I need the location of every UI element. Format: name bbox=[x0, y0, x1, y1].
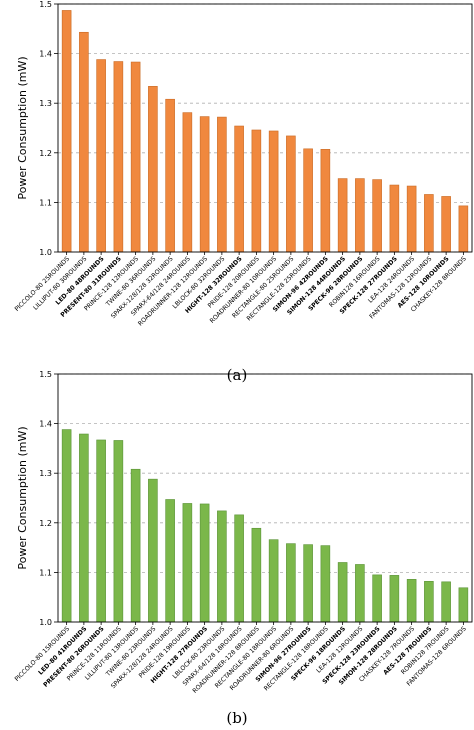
bar bbox=[337, 562, 348, 623]
y-tick-label: 1.3 bbox=[39, 469, 52, 478]
y-tick-label: 1.4 bbox=[39, 420, 52, 429]
bar bbox=[268, 130, 279, 253]
bar bbox=[113, 61, 124, 253]
bar bbox=[286, 543, 296, 623]
bar bbox=[217, 116, 227, 253]
bar bbox=[251, 129, 262, 253]
y-axis-label: Power Consumption (mW) bbox=[16, 426, 29, 569]
plot-frame bbox=[57, 373, 473, 623]
bar bbox=[96, 59, 106, 253]
y-tick-label: 1.1 bbox=[39, 568, 52, 577]
bar bbox=[61, 10, 72, 253]
bar bbox=[424, 194, 434, 253]
bar bbox=[372, 179, 382, 253]
bar bbox=[79, 31, 89, 253]
bar bbox=[286, 135, 296, 253]
bar bbox=[199, 503, 210, 623]
bar bbox=[165, 98, 175, 253]
bar bbox=[130, 468, 141, 623]
bar bbox=[372, 574, 382, 623]
bar bbox=[113, 440, 124, 623]
bar bbox=[96, 439, 106, 623]
y-tick-label: 1.3 bbox=[39, 99, 52, 108]
bar bbox=[217, 510, 227, 623]
y-tick-label: 1.2 bbox=[39, 149, 52, 158]
bar bbox=[79, 433, 89, 623]
bar bbox=[337, 178, 348, 253]
bar bbox=[458, 587, 469, 623]
bar bbox=[389, 575, 400, 623]
bar bbox=[251, 527, 262, 623]
bar bbox=[441, 581, 451, 623]
y-tick-label: 1.0 bbox=[39, 618, 52, 627]
y-tick-label: 1.1 bbox=[39, 198, 52, 207]
bar bbox=[165, 499, 175, 623]
plot-frame bbox=[57, 3, 473, 253]
bar bbox=[182, 503, 193, 623]
bar bbox=[355, 564, 365, 623]
bar bbox=[130, 61, 141, 253]
bar bbox=[458, 205, 469, 253]
bar bbox=[148, 478, 158, 623]
bar bbox=[406, 579, 417, 623]
bar bbox=[441, 196, 451, 253]
bar bbox=[406, 185, 417, 253]
bar bbox=[234, 125, 244, 253]
caption-b: (b) bbox=[226, 709, 248, 727]
bar bbox=[234, 514, 244, 623]
bar bbox=[389, 184, 400, 253]
bar bbox=[424, 581, 434, 623]
bar bbox=[303, 148, 313, 253]
bar bbox=[61, 429, 72, 623]
y-tick-label: 1.0 bbox=[39, 248, 52, 257]
y-tick-label: 1.2 bbox=[39, 519, 52, 528]
y-tick-label: 1.4 bbox=[39, 50, 52, 59]
bar bbox=[320, 545, 331, 623]
y-tick-label: 1.5 bbox=[39, 370, 52, 379]
y-tick-label: 1.5 bbox=[39, 0, 52, 9]
caption-a: (a) bbox=[226, 366, 248, 384]
bar bbox=[355, 178, 365, 253]
bar bbox=[199, 116, 210, 253]
bar bbox=[303, 544, 313, 623]
bar bbox=[268, 539, 279, 623]
y-axis-label: Power Consumption (mW) bbox=[16, 56, 29, 199]
bar bbox=[148, 86, 158, 253]
bar bbox=[320, 149, 331, 253]
bar bbox=[182, 112, 193, 253]
